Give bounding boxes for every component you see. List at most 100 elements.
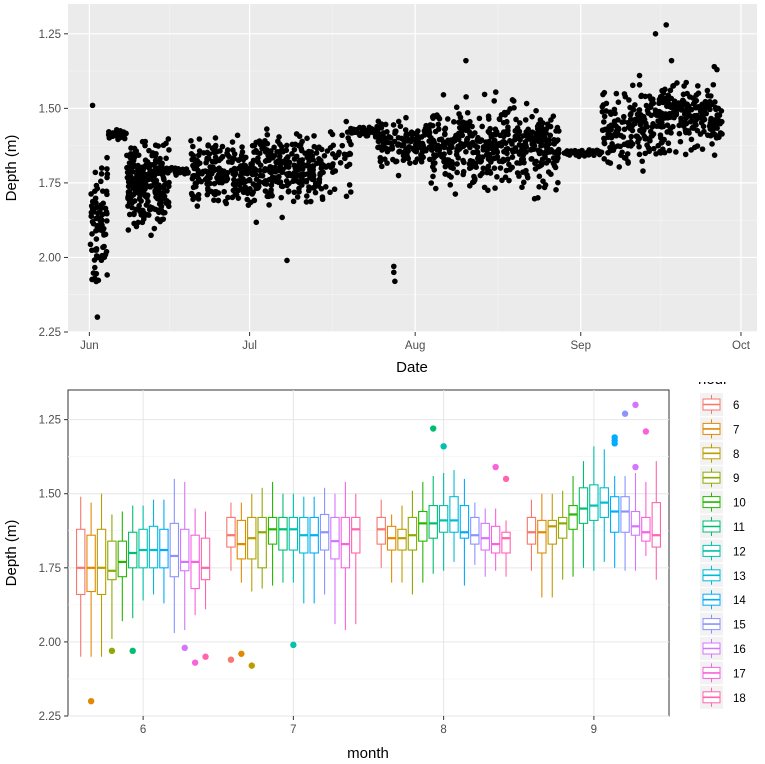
- data-point: [636, 107, 642, 114]
- data-point: [92, 264, 98, 271]
- box-body: [490, 525, 501, 554]
- data-point: [104, 171, 111, 177]
- data-point: [152, 157, 159, 164]
- box-body: [376, 516, 386, 545]
- data-point: [279, 169, 285, 176]
- data-point: [145, 198, 151, 205]
- data-point: [449, 144, 455, 151]
- data-point: [687, 118, 694, 125]
- data-point: [516, 120, 523, 126]
- box-body: [107, 540, 117, 581]
- data-point: [272, 169, 279, 175]
- data-point: [694, 83, 701, 89]
- data-point: [452, 136, 458, 142]
- data-point: [493, 129, 500, 135]
- data-point: [466, 161, 473, 167]
- data-point: [506, 161, 512, 168]
- data-point: [268, 182, 275, 189]
- data-point: [492, 155, 498, 162]
- data-point: [476, 115, 483, 122]
- data-point: [523, 100, 530, 107]
- data-point: [645, 145, 652, 151]
- data-point: [262, 158, 269, 164]
- data-point: [658, 121, 664, 127]
- data-point: [284, 257, 290, 264]
- top-x-tick-label: Sep: [571, 340, 591, 352]
- box-outlier: [290, 641, 297, 649]
- box-body: [288, 516, 299, 551]
- data-point: [96, 227, 102, 233]
- data-point: [193, 164, 200, 170]
- data-point: [129, 204, 135, 211]
- data-point: [299, 176, 305, 182]
- data-point: [125, 189, 132, 195]
- data-point: [620, 113, 627, 120]
- data-point: [601, 113, 608, 120]
- data-point: [112, 131, 119, 137]
- data-point: [131, 211, 137, 218]
- data-point: [509, 141, 515, 147]
- data-point: [447, 182, 454, 188]
- data-point: [407, 137, 414, 143]
- data-point: [283, 147, 290, 154]
- data-point: [393, 158, 400, 165]
- data-point: [209, 145, 216, 152]
- data-point: [668, 57, 675, 64]
- top-y-tick-label: 1.75: [39, 178, 61, 190]
- legend-label: 18: [733, 693, 746, 705]
- data-point: [627, 125, 633, 132]
- data-point: [128, 199, 135, 206]
- data-point: [617, 143, 624, 150]
- data-point: [193, 183, 199, 190]
- data-point: [235, 165, 241, 172]
- data-point: [713, 116, 719, 123]
- data-point: [471, 173, 477, 180]
- box-outlier: [227, 656, 235, 663]
- data-point: [312, 189, 319, 196]
- data-point: [516, 151, 523, 157]
- data-point: [645, 110, 651, 116]
- data-point: [649, 96, 656, 102]
- data-point: [158, 162, 165, 169]
- data-point: [87, 241, 94, 248]
- data-point: [534, 135, 541, 142]
- legend-label: 8: [733, 449, 739, 461]
- data-point: [217, 169, 223, 175]
- data-point: [528, 137, 535, 144]
- data-point: [102, 231, 109, 238]
- data-point: [546, 137, 552, 143]
- data-point: [132, 188, 139, 195]
- data-point: [541, 134, 548, 141]
- bottom-x-axis-title: month: [347, 745, 389, 762]
- data-point: [104, 272, 110, 278]
- data-point: [600, 127, 606, 134]
- data-point: [296, 185, 302, 192]
- data-point: [289, 172, 295, 179]
- data-point: [547, 123, 554, 130]
- data-point: [680, 97, 686, 104]
- data-point: [146, 147, 152, 154]
- data-point: [163, 155, 169, 162]
- data-point: [395, 172, 402, 179]
- data-point: [195, 171, 202, 178]
- data-point: [480, 165, 487, 172]
- box-outlier: [181, 644, 188, 652]
- data-point: [348, 141, 354, 148]
- data-point: [492, 89, 499, 95]
- data-point: [710, 81, 717, 88]
- data-point: [311, 133, 317, 139]
- data-point: [319, 196, 326, 203]
- data-point: [146, 183, 153, 190]
- box-outlier: [611, 440, 618, 447]
- data-point: [660, 148, 666, 155]
- data-point: [464, 109, 471, 116]
- data-point: [152, 165, 159, 171]
- data-point: [477, 172, 484, 179]
- data-point: [709, 141, 715, 147]
- bottom-y-axis: 1.25 1.50 1.75 2.00 2.25: [39, 415, 68, 723]
- data-point: [268, 148, 274, 154]
- data-point: [585, 148, 592, 154]
- data-point: [410, 145, 417, 152]
- data-point: [465, 141, 471, 148]
- data-point: [651, 145, 657, 152]
